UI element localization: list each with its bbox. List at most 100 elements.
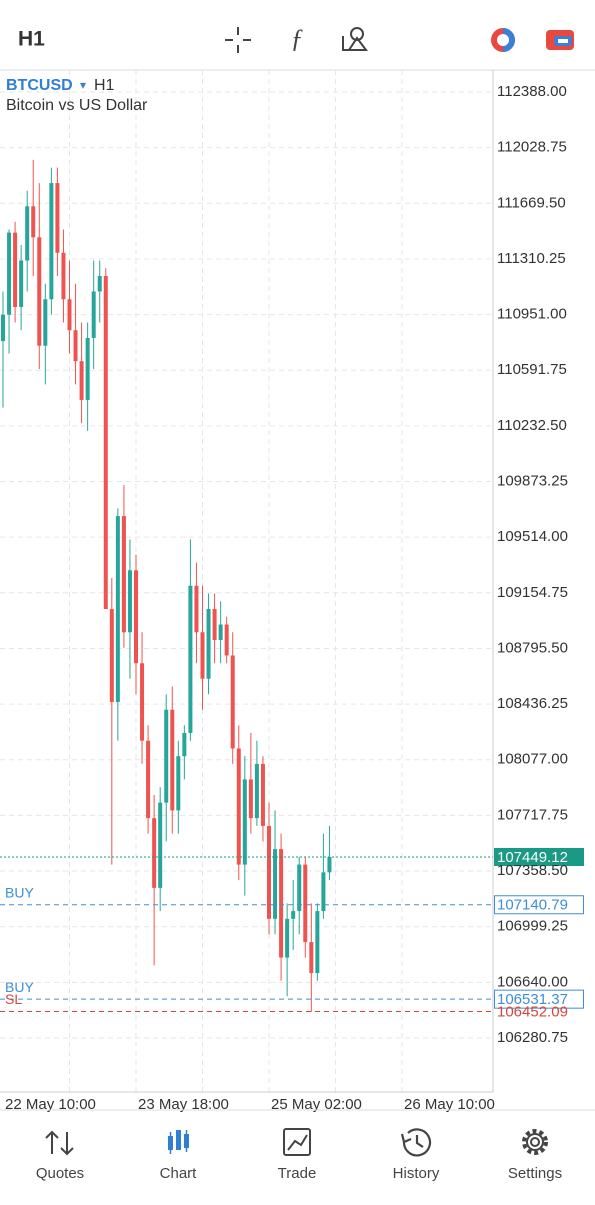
account-icon[interactable] bbox=[491, 28, 515, 52]
candle-body bbox=[254, 763, 259, 819]
axis-layer: 112388.00 112028.75 111669.50 111310.25 1109… bbox=[5, 83, 568, 1113]
y-tick-label: 112028.75 bbox=[497, 139, 567, 156]
y-tick-label: 106640.00 bbox=[497, 973, 568, 990]
candle-body bbox=[182, 732, 187, 757]
y-tick-label: 111310.25 bbox=[497, 250, 566, 267]
candle-body bbox=[158, 802, 163, 888]
price-level-label: SL bbox=[5, 991, 22, 1007]
timeframe-button[interactable]: H1 bbox=[18, 28, 45, 51]
candle-body bbox=[85, 337, 90, 400]
candle-body bbox=[146, 740, 151, 819]
candle-body bbox=[79, 361, 84, 400]
nav-tab-label[interactable]: Trade bbox=[278, 1165, 317, 1182]
x-tick-label: 25 May 02:00 bbox=[271, 1096, 362, 1113]
y-tick-label: 111669.50 bbox=[497, 194, 566, 211]
candle-body bbox=[55, 183, 60, 253]
candle-body bbox=[200, 632, 205, 679]
trade-tab-icon[interactable] bbox=[283, 1128, 311, 1156]
chart-timeframe: H1 bbox=[94, 77, 115, 94]
nav-labels: Quotes Chart Trade History Settings bbox=[36, 1165, 562, 1182]
candle-body bbox=[121, 516, 126, 633]
candle-body bbox=[134, 570, 138, 664]
trade-icon[interactable] bbox=[546, 30, 574, 50]
candle-body bbox=[315, 911, 320, 974]
candle-body bbox=[170, 709, 175, 811]
y-tick-label: 112388.00 bbox=[497, 83, 567, 100]
price-tag: 107140.79 bbox=[497, 897, 568, 914]
y-tick-label: 106999.25 bbox=[497, 918, 568, 935]
candle-body bbox=[236, 748, 241, 865]
level-layer: 107449.12 BUY 107140.79 BUY 106531.37 SL 10645… bbox=[0, 848, 584, 1020]
candle-body bbox=[248, 779, 253, 819]
candle-body bbox=[73, 330, 78, 362]
y-tick-label: 109873.25 bbox=[497, 472, 568, 489]
candle-body bbox=[309, 942, 314, 974]
candle-body bbox=[7, 232, 12, 315]
y-tick-label: 108077.00 bbox=[497, 751, 568, 768]
symbol-description: Bitcoin vs US Dollar bbox=[6, 97, 148, 114]
candle-body bbox=[152, 818, 157, 888]
candle-body bbox=[279, 849, 284, 958]
candle-body bbox=[206, 609, 211, 679]
candle-body bbox=[285, 918, 290, 958]
candle-body bbox=[321, 872, 326, 912]
candle-body bbox=[103, 276, 108, 610]
candle-body bbox=[115, 516, 120, 702]
settings-icon[interactable] bbox=[522, 1129, 548, 1155]
candle-body bbox=[297, 864, 302, 912]
candle-body bbox=[19, 260, 24, 307]
y-tick-label: 107358.50 bbox=[497, 862, 568, 879]
history-icon[interactable] bbox=[400, 1128, 432, 1157]
y-tick-label: 109154.75 bbox=[497, 584, 568, 601]
indicators-icon[interactable]: ƒ bbox=[291, 24, 304, 53]
price-tag-box bbox=[494, 848, 584, 867]
candle-body bbox=[224, 624, 229, 656]
price-tag-box bbox=[494, 989, 584, 1009]
candle-body bbox=[37, 237, 42, 346]
candle-body bbox=[212, 609, 217, 641]
y-tick-label: 107717.75 bbox=[497, 806, 568, 823]
price-tag-box bbox=[494, 895, 584, 915]
symbol-dropdown[interactable]: ▾ bbox=[80, 78, 86, 92]
candle-body bbox=[43, 299, 48, 346]
price-tag: 106531.37 bbox=[497, 991, 568, 1008]
y-tick-label: 109514.00 bbox=[497, 528, 568, 545]
nav-icons bbox=[45, 1128, 548, 1157]
candle-body bbox=[61, 252, 66, 300]
candle-body bbox=[109, 609, 114, 702]
x-tick-label: 22 May 10:00 bbox=[5, 1096, 96, 1113]
nav-tab-label[interactable]: Settings bbox=[508, 1165, 562, 1182]
candle-body bbox=[49, 183, 54, 300]
candle-body bbox=[327, 857, 332, 873]
candle-body bbox=[267, 825, 271, 919]
candle-body bbox=[260, 763, 265, 826]
objects-icon[interactable] bbox=[342, 27, 368, 51]
candle-body bbox=[25, 206, 30, 261]
candle-body bbox=[176, 756, 181, 811]
y-tick-label: 106280.75 bbox=[497, 1029, 568, 1046]
price-tag: 107449.12 bbox=[497, 849, 568, 866]
quotes-icon[interactable] bbox=[45, 1130, 74, 1156]
nav-tab-label[interactable]: History bbox=[393, 1165, 440, 1182]
nav-tab-label[interactable]: Quotes bbox=[36, 1165, 84, 1182]
candle-body bbox=[188, 585, 193, 733]
y-tick-label: 110591.75 bbox=[497, 361, 567, 378]
candle-body bbox=[218, 624, 223, 641]
crosshair-icon[interactable] bbox=[225, 27, 251, 53]
candle-layer bbox=[1, 159, 332, 1012]
candle-body bbox=[291, 911, 296, 919]
candle-body bbox=[273, 849, 278, 919]
symbol[interactable]: BTCUSD bbox=[6, 77, 73, 94]
price-level-label: BUY bbox=[5, 884, 34, 900]
candle-body bbox=[194, 585, 199, 633]
candle-body bbox=[303, 864, 308, 943]
chart-icon[interactable] bbox=[168, 1130, 189, 1154]
nav-tab-label[interactable]: Chart bbox=[160, 1165, 198, 1182]
candle-body bbox=[242, 779, 247, 865]
candle-body bbox=[1, 314, 5, 342]
candle-body bbox=[140, 663, 145, 741]
grid-layer bbox=[0, 70, 493, 1092]
candle-body bbox=[13, 232, 18, 307]
